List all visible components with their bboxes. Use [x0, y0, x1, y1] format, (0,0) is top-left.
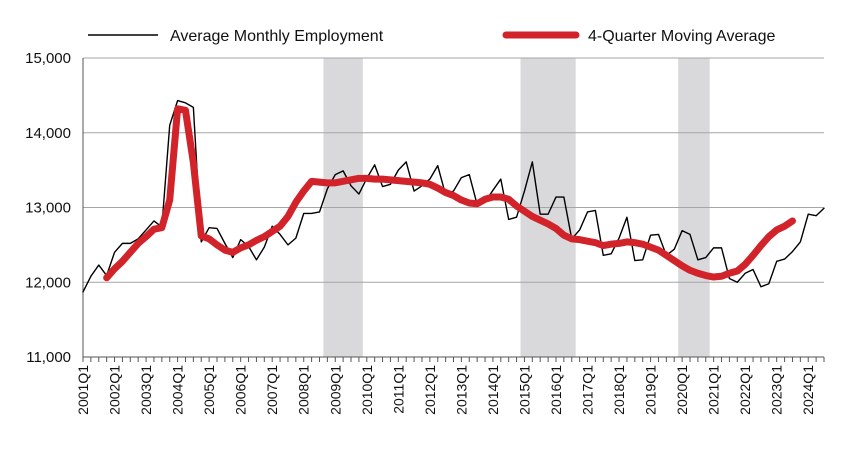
x-tick-label: 2020Q1 [674, 365, 690, 415]
x-tick-label: 2023Q1 [769, 365, 785, 415]
x-tick-label: 2007Q1 [264, 365, 280, 415]
x-tick-label: 2011Q1 [390, 365, 406, 414]
y-tick-label: 15,000 [25, 50, 71, 67]
x-tick-label: 2001Q1 [75, 365, 91, 415]
legend: Average Monthly Employment 4-Quarter Mov… [88, 28, 775, 45]
x-tick-label: 2015Q1 [516, 365, 532, 415]
x-tick-label: 2005Q1 [201, 365, 217, 415]
x-tick-label: 2014Q1 [485, 365, 501, 415]
x-tick-label: 2002Q1 [107, 365, 123, 415]
x-tick-label: 2004Q1 [170, 365, 186, 415]
y-tick-label: 11,000 [26, 349, 71, 366]
x-tick-label: 2016Q1 [548, 365, 564, 415]
x-tick-label: 2009Q1 [327, 365, 343, 415]
x-axis-tick-marks [82, 357, 825, 362]
y-tick-label: 12,000 [25, 274, 71, 291]
series-line-moving-average [103, 105, 796, 282]
x-tick-label: 2012Q1 [422, 365, 438, 415]
x-tick-label: 2022Q1 [737, 365, 753, 415]
x-tick-label: 2019Q1 [643, 365, 659, 415]
x-tick-label: 2006Q1 [233, 365, 249, 415]
y-tick-label: 14,000 [25, 125, 71, 142]
legend-label-moving-average: 4-Quarter Moving Average [588, 28, 775, 45]
x-tick-label: 2003Q1 [138, 365, 154, 415]
y-axis-tick-labels: 11,000 12,000 13,000 14,000 15,000 [25, 50, 71, 366]
x-tick-label: 2024Q1 [800, 365, 816, 415]
legend-label-employment: Average Monthly Employment [170, 28, 384, 45]
series-lines [82, 99, 825, 293]
x-tick-label: 2010Q1 [359, 365, 375, 415]
gridlines [83, 57, 824, 283]
y-tick-label: 13,000 [25, 200, 71, 217]
x-tick-label: 2013Q1 [453, 365, 469, 415]
series-line-employment [82, 99, 825, 293]
x-axis-tick-labels: 2001Q1 2002Q1 2003Q1 2004Q1 2005Q1 2006Q1 2007… [75, 365, 816, 415]
x-tick-label: 2008Q1 [296, 365, 312, 415]
x-tick-label: 2017Q1 [580, 365, 596, 415]
x-tick-label: 2021Q1 [706, 365, 722, 415]
x-tick-label: 2018Q1 [611, 365, 627, 415]
